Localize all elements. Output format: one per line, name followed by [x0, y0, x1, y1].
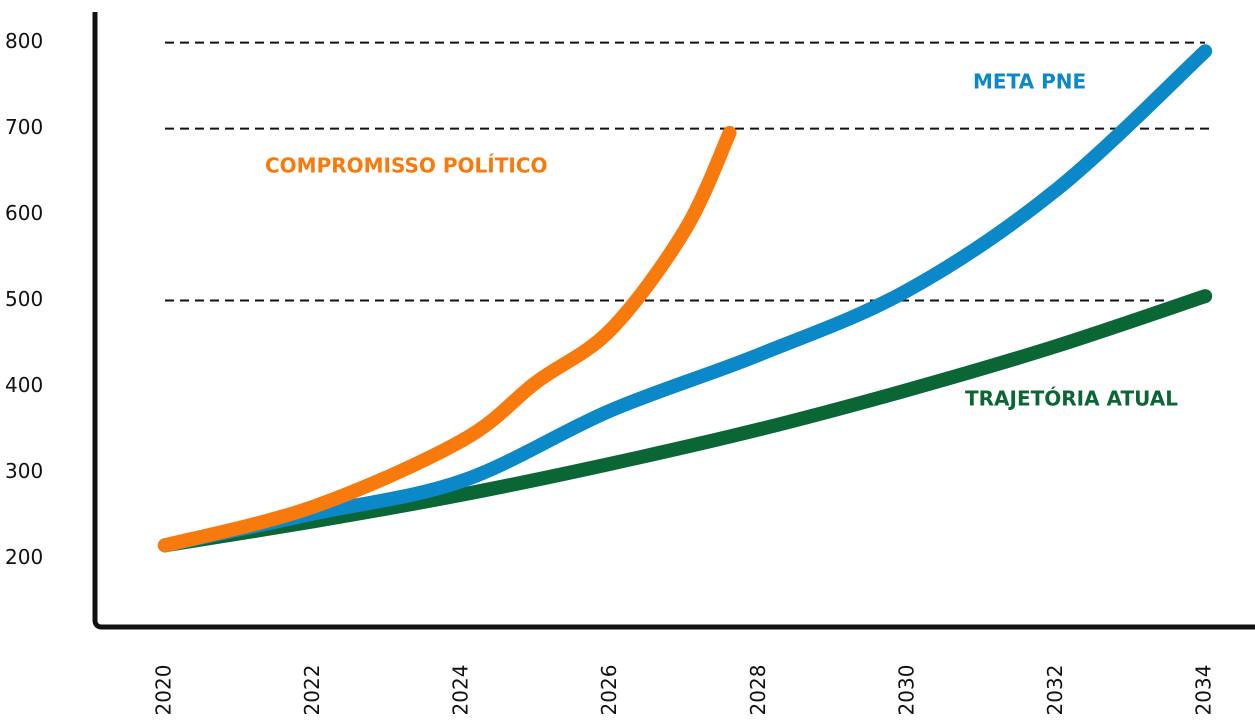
x-tick-label: 2026	[597, 665, 621, 716]
x-tick-label: 2022	[300, 665, 324, 716]
series-line	[157, 289, 1213, 553]
x-tick-label: 2020	[151, 665, 175, 716]
series-label: META PNE	[973, 70, 1086, 94]
series-line	[157, 125, 737, 553]
axes	[92, 12, 1255, 630]
x-tick-label: 2032	[1043, 665, 1067, 716]
y-tick-label: 200	[5, 545, 43, 569]
y-tick-label: 400	[5, 373, 43, 397]
series-line	[157, 44, 1213, 553]
y-tick-label: 300	[5, 459, 43, 483]
y-tick-label: 500	[5, 287, 43, 311]
x-tick-label: 2028	[746, 665, 770, 716]
x-tick-label: 2024	[449, 665, 473, 716]
x-tick-label: 2034	[1192, 665, 1216, 716]
y-tick-label: 800	[5, 29, 43, 53]
y-tick-label: 700	[5, 115, 43, 139]
y-tick-label: 600	[5, 201, 43, 225]
series-label: TRAJETÓRIA ATUAL	[965, 387, 1178, 411]
series-label: COMPROMISSO POLÍTICO	[265, 154, 547, 178]
x-tick-label: 2030	[894, 665, 918, 716]
